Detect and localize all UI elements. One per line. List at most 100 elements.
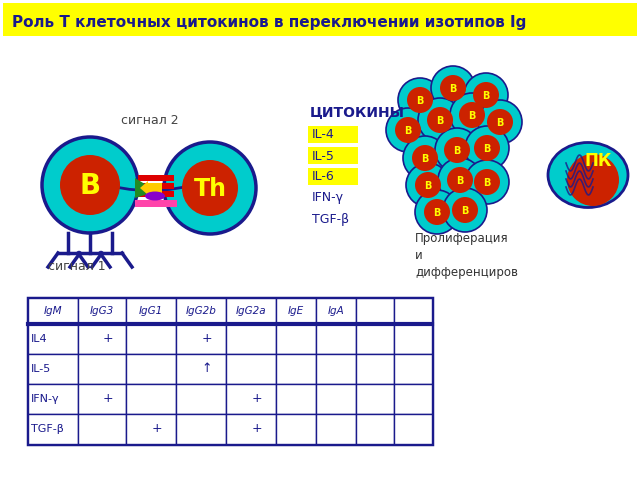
Circle shape — [447, 167, 473, 193]
Text: B: B — [456, 176, 464, 186]
FancyBboxPatch shape — [176, 324, 226, 354]
FancyBboxPatch shape — [356, 354, 394, 384]
FancyBboxPatch shape — [138, 191, 174, 197]
Text: IgA: IgA — [328, 306, 344, 316]
Text: B: B — [421, 154, 429, 164]
Text: IFN-γ: IFN-γ — [312, 192, 344, 204]
FancyBboxPatch shape — [126, 384, 176, 414]
FancyBboxPatch shape — [226, 414, 276, 444]
Text: B: B — [483, 91, 490, 101]
Circle shape — [443, 188, 487, 232]
Circle shape — [424, 199, 450, 225]
Circle shape — [435, 128, 479, 172]
Circle shape — [427, 107, 453, 133]
Circle shape — [440, 75, 466, 101]
Text: TGF-β: TGF-β — [312, 213, 349, 226]
Text: IgG2b: IgG2b — [186, 306, 216, 316]
Text: +: + — [202, 333, 212, 346]
Text: IgG3: IgG3 — [90, 306, 114, 316]
FancyBboxPatch shape — [78, 384, 126, 414]
Circle shape — [474, 135, 500, 161]
FancyBboxPatch shape — [356, 414, 394, 444]
FancyBboxPatch shape — [308, 168, 358, 185]
FancyBboxPatch shape — [176, 414, 226, 444]
FancyBboxPatch shape — [78, 354, 126, 384]
FancyBboxPatch shape — [226, 384, 276, 414]
Circle shape — [60, 155, 120, 215]
FancyBboxPatch shape — [78, 414, 126, 444]
Text: IFN-γ: IFN-γ — [31, 394, 60, 404]
Text: +: + — [102, 333, 113, 346]
Circle shape — [386, 108, 430, 152]
FancyBboxPatch shape — [3, 3, 637, 36]
Circle shape — [487, 109, 513, 135]
Text: IL-5: IL-5 — [31, 364, 51, 374]
Text: B: B — [436, 116, 444, 126]
FancyBboxPatch shape — [176, 298, 226, 324]
Circle shape — [403, 136, 447, 180]
FancyBboxPatch shape — [126, 298, 176, 324]
FancyBboxPatch shape — [316, 354, 356, 384]
Text: Пролиферация
и
дифференциров: Пролиферация и дифференциров — [415, 232, 518, 279]
FancyArrow shape — [140, 181, 162, 195]
Text: +: + — [152, 422, 163, 435]
Text: IL-4: IL-4 — [312, 129, 335, 142]
Text: IL4: IL4 — [31, 334, 47, 344]
Circle shape — [438, 158, 482, 202]
Text: ПК: ПК — [584, 152, 612, 170]
Ellipse shape — [548, 143, 628, 207]
Circle shape — [464, 73, 508, 117]
Text: IgE: IgE — [288, 306, 304, 316]
Circle shape — [567, 154, 619, 206]
Circle shape — [473, 82, 499, 108]
Text: IgG2a: IgG2a — [236, 306, 266, 316]
FancyBboxPatch shape — [28, 384, 78, 414]
FancyBboxPatch shape — [276, 414, 316, 444]
Circle shape — [42, 137, 138, 233]
FancyBboxPatch shape — [276, 324, 316, 354]
FancyBboxPatch shape — [176, 354, 226, 384]
Text: B: B — [404, 126, 412, 136]
Ellipse shape — [145, 192, 165, 201]
Text: Th: Th — [193, 177, 227, 201]
Text: B: B — [79, 172, 100, 200]
Text: B: B — [433, 208, 441, 218]
Circle shape — [444, 137, 470, 163]
Circle shape — [465, 160, 509, 204]
Text: TGF-β: TGF-β — [31, 424, 64, 434]
Text: +: + — [252, 422, 262, 435]
FancyBboxPatch shape — [226, 324, 276, 354]
FancyBboxPatch shape — [126, 354, 176, 384]
Circle shape — [478, 100, 522, 144]
FancyBboxPatch shape — [394, 324, 432, 354]
Polygon shape — [135, 178, 148, 198]
Text: B: B — [468, 111, 476, 121]
Text: B: B — [483, 178, 491, 188]
FancyBboxPatch shape — [308, 126, 358, 143]
FancyBboxPatch shape — [394, 354, 432, 384]
Text: сигнал 1: сигнал 1 — [48, 260, 106, 273]
Text: B: B — [453, 146, 461, 156]
FancyBboxPatch shape — [316, 414, 356, 444]
Text: IgG1: IgG1 — [139, 306, 163, 316]
FancyBboxPatch shape — [28, 354, 78, 384]
FancyBboxPatch shape — [316, 298, 356, 324]
FancyBboxPatch shape — [316, 384, 356, 414]
Text: IL-5: IL-5 — [312, 149, 335, 163]
Text: IL-6: IL-6 — [312, 170, 335, 183]
Circle shape — [452, 197, 478, 223]
Circle shape — [398, 78, 442, 122]
FancyBboxPatch shape — [316, 324, 356, 354]
FancyBboxPatch shape — [356, 324, 394, 354]
Text: B: B — [416, 96, 424, 106]
Text: B: B — [483, 144, 491, 154]
FancyBboxPatch shape — [138, 175, 174, 181]
FancyBboxPatch shape — [356, 298, 394, 324]
FancyBboxPatch shape — [226, 298, 276, 324]
Text: B: B — [424, 181, 432, 191]
Circle shape — [474, 169, 500, 195]
FancyBboxPatch shape — [28, 414, 78, 444]
Circle shape — [412, 145, 438, 171]
FancyBboxPatch shape — [28, 298, 78, 324]
Circle shape — [407, 87, 433, 113]
